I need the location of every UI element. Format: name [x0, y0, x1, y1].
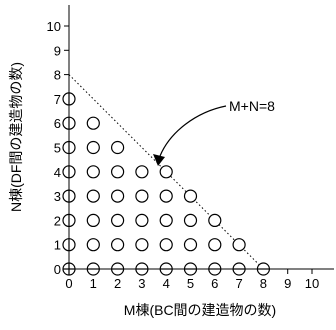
data-point-circle [110, 238, 125, 252]
data-point [135, 262, 149, 276]
y-tick-label: 9 [54, 43, 61, 58]
data-point [110, 140, 125, 155]
data-point-circle [110, 140, 125, 155]
y-axis-title: N棟(DF間の建造物の数) [8, 62, 24, 212]
data-point [159, 165, 173, 179]
x-tick-label: 3 [138, 276, 145, 291]
data-point-circle [135, 189, 149, 203]
x-tick-label: 5 [187, 276, 194, 291]
data-point [62, 262, 76, 276]
data-point-circle [208, 213, 222, 227]
data-point [86, 165, 100, 179]
data-point [208, 238, 222, 252]
data-point-circle [86, 165, 100, 179]
x-tick-label: 2 [114, 276, 121, 291]
data-point-circle [135, 165, 149, 179]
y-tick-label: 7 [54, 92, 61, 107]
data-point [183, 238, 198, 252]
annotation-arrowhead [153, 154, 165, 166]
data-point [62, 140, 76, 155]
x-ticks: 0 1 2 3 4 5 6 7 8 9 10 [65, 269, 319, 291]
data-point [135, 238, 149, 252]
data-point [62, 189, 76, 203]
y-tick-label: 6 [54, 116, 61, 131]
data-point [183, 262, 198, 276]
data-point-circle [110, 213, 125, 227]
data-point-circle [159, 165, 173, 179]
x-tick-label: 6 [211, 276, 218, 291]
y-tick-label: 3 [54, 189, 61, 204]
data-point [62, 92, 76, 106]
data-point-circle [86, 189, 100, 203]
data-point [86, 116, 100, 130]
data-point [86, 213, 100, 227]
data-point-circle [110, 165, 125, 179]
annotation-layer: M+N=8 [153, 98, 275, 166]
data-point-circle [232, 238, 246, 252]
data-point [159, 238, 173, 252]
data-point [62, 116, 76, 130]
x-tick-label: 10 [305, 276, 319, 291]
data-point [62, 165, 76, 179]
annotation-arrow [159, 105, 227, 157]
data-point-circle [86, 140, 100, 155]
data-point [110, 189, 125, 203]
data-point [208, 213, 222, 227]
data-point [110, 165, 125, 179]
data-point [135, 189, 149, 203]
annotation-label: M+N=8 [229, 98, 275, 114]
data-point [110, 262, 125, 276]
data-point [256, 262, 270, 276]
data-point [62, 213, 76, 227]
data-point [159, 189, 173, 203]
data-point [62, 238, 76, 252]
data-point [183, 213, 198, 227]
data-point-circle [183, 189, 198, 203]
y-tick-label: 2 [54, 213, 61, 228]
data-point [159, 262, 173, 276]
data-point [110, 213, 125, 227]
data-point-circle [135, 238, 149, 252]
data-point [232, 262, 246, 276]
data-point-circle [110, 189, 125, 203]
x-tick-label: 9 [284, 276, 291, 291]
points-layer [62, 92, 270, 276]
y-tick-label: 5 [54, 141, 61, 156]
data-point [208, 262, 222, 276]
data-point [183, 189, 198, 203]
data-point-circle [159, 238, 173, 252]
data-point [232, 238, 246, 252]
data-point-circle [86, 213, 100, 227]
data-point-circle [159, 213, 173, 227]
x-tick-label: 4 [163, 276, 170, 291]
data-point-circle [86, 238, 100, 252]
x-tick-label: 7 [235, 276, 242, 291]
axes [68, 5, 334, 270]
data-point [135, 213, 149, 227]
x-tick-label: 1 [90, 276, 97, 291]
y-tick-label: 10 [47, 19, 61, 34]
data-point-circle [135, 213, 149, 227]
data-point [159, 213, 173, 227]
data-point [110, 238, 125, 252]
data-point [86, 262, 100, 276]
data-point [86, 238, 100, 252]
y-tick-label: 8 [54, 68, 61, 83]
data-point-circle [208, 238, 222, 252]
x-tick-label: 0 [65, 276, 72, 291]
data-point [86, 189, 100, 203]
data-point [135, 165, 149, 179]
y-tick-label: 4 [54, 165, 61, 180]
y-tick-label: 1 [54, 238, 61, 253]
y-tick-label: 0 [54, 262, 61, 277]
data-point-circle [183, 238, 198, 252]
data-point-circle [183, 213, 198, 227]
data-point-circle [86, 116, 100, 130]
data-point [86, 140, 100, 155]
data-point-circle [159, 189, 173, 203]
x-tick-label: 8 [260, 276, 267, 291]
x-axis-title: M棟(BC間の建造物の数) [124, 302, 276, 318]
